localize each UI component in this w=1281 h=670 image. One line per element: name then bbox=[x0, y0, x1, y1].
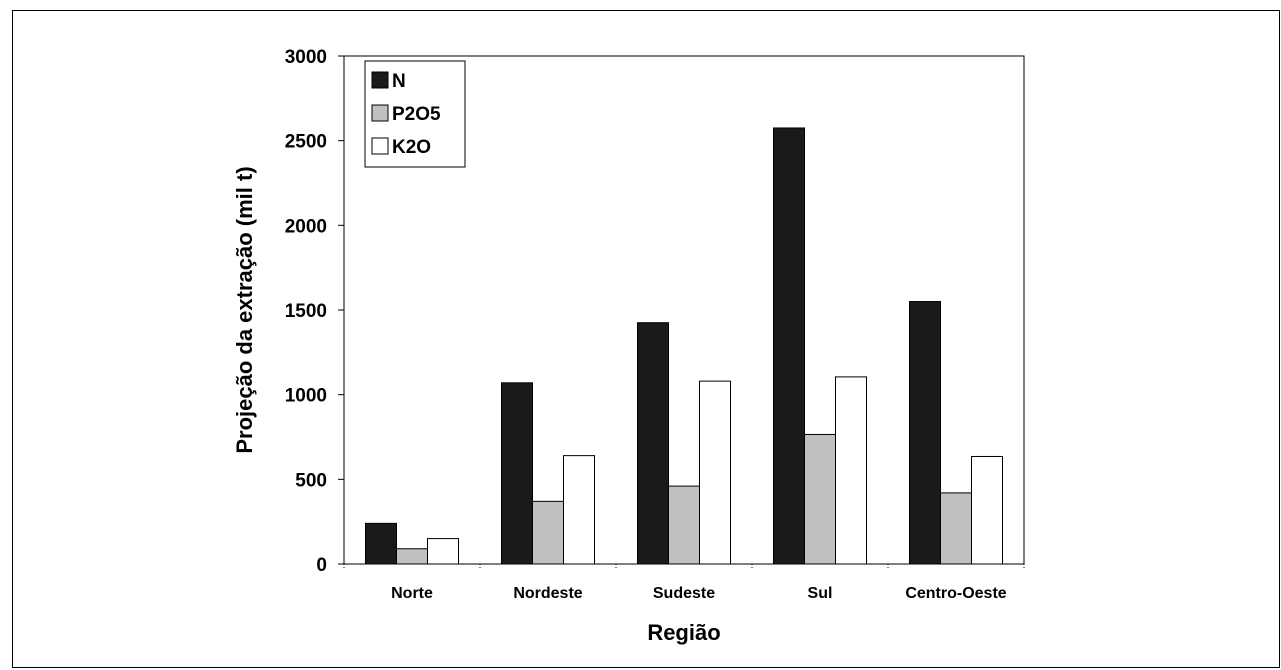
legend-swatch bbox=[371, 71, 389, 89]
bar-k2o-norte bbox=[427, 538, 459, 565]
x-tick-label: Sul bbox=[808, 585, 833, 602]
y-tick-label: 1500 bbox=[285, 301, 327, 322]
bars bbox=[365, 127, 1003, 565]
legend-label: K2O bbox=[392, 137, 431, 158]
bar-n-sudeste bbox=[637, 322, 669, 565]
y-tick-label: 3000 bbox=[285, 47, 327, 68]
y-tick-label: 1000 bbox=[285, 386, 327, 407]
y-tick-label: 0 bbox=[316, 555, 327, 576]
bar-n-sul bbox=[773, 127, 805, 565]
bar-n-norte bbox=[365, 522, 397, 565]
x-axis-title: Região bbox=[647, 620, 720, 645]
x-tick-label: Centro-Oeste bbox=[905, 585, 1006, 602]
y-tick-label: 2000 bbox=[285, 216, 327, 237]
legend-label: N bbox=[392, 71, 406, 92]
x-tick-label: Norte bbox=[391, 585, 433, 602]
legend-swatch bbox=[371, 137, 389, 155]
bar-k2o-centro-oeste bbox=[971, 455, 1003, 565]
bar-p2o5-sul bbox=[804, 433, 836, 565]
y-axis-title: Projeção da extração (mil t) bbox=[232, 166, 257, 453]
bar-k2o-sul bbox=[835, 376, 867, 565]
y-tick-label: 500 bbox=[295, 470, 327, 491]
x-tick-label: Nordeste bbox=[513, 585, 582, 602]
bar-n-centro-oeste bbox=[909, 301, 941, 565]
bar-n-nordeste bbox=[501, 382, 533, 565]
bar-p2o5-norte bbox=[396, 548, 428, 565]
bar-p2o5-centro-oeste bbox=[940, 492, 972, 565]
bar-k2o-nordeste bbox=[563, 455, 595, 565]
legend-swatch bbox=[371, 104, 389, 122]
y-axis: 0 500 1000 1500 2000 2500 3000 bbox=[285, 47, 344, 576]
x-tick-label: Sudeste bbox=[653, 585, 715, 602]
legend: N P2O5 K2O bbox=[364, 60, 466, 168]
bar-p2o5-sudeste bbox=[668, 485, 700, 565]
x-axis: Norte Nordeste Sudeste Sul Centro-Oeste bbox=[343, 564, 1025, 602]
bar-k2o-sudeste bbox=[699, 380, 731, 565]
y-tick-label: 2500 bbox=[285, 132, 327, 153]
bar-p2o5-nordeste bbox=[532, 500, 564, 565]
legend-label: P2O5 bbox=[392, 104, 441, 125]
